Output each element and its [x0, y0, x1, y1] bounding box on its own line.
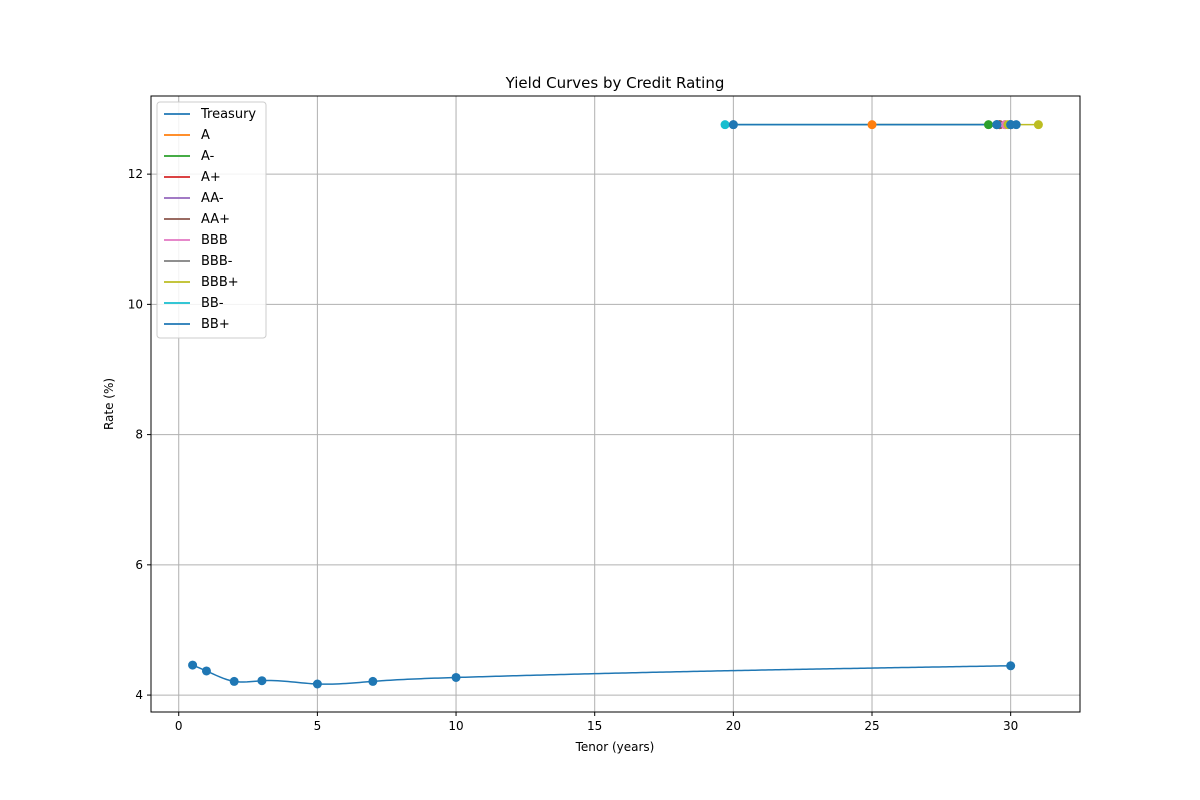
data-point-bb-plus [728, 120, 738, 130]
data-point-treasury [1006, 661, 1016, 671]
legend-label: A+ [201, 170, 221, 185]
x-tick-label: 15 [587, 719, 602, 733]
legend-label: BB- [201, 296, 224, 311]
x-tick-label: 10 [448, 719, 463, 733]
data-point-treasury [451, 672, 461, 682]
legend-label: BBB- [201, 254, 233, 269]
x-tick-label: 25 [864, 719, 879, 733]
legend-label: BB+ [201, 317, 230, 332]
legend-label: AA+ [201, 212, 230, 227]
x-tick-label: 5 [314, 719, 322, 733]
legend-box [156, 101, 267, 339]
axis-ticks: 0 5 10 15 20 25 30 4 6 8 10 12 [128, 167, 1019, 733]
chart-title: Yield Curves by Credit Rating [505, 74, 725, 92]
data-point-bb-minus [720, 120, 730, 130]
data-point-bb-plus [1011, 120, 1021, 130]
y-tick-label: 8 [135, 428, 143, 442]
legend-label: A- [201, 149, 215, 164]
y-tick-label: 12 [128, 167, 143, 181]
data-point-bbb-plus [1033, 120, 1043, 130]
y-axis-label: Rate (%) [102, 378, 116, 430]
data-point-treasury [229, 676, 239, 686]
x-tick-label: 0 [175, 719, 183, 733]
legend-label: A [201, 128, 210, 143]
data-point-treasury [188, 660, 198, 670]
data-point-bb-plus [992, 120, 1002, 130]
data-point-treasury [368, 676, 378, 686]
series-line-treasury [192, 664, 1011, 685]
x-tick-label: 20 [726, 719, 741, 733]
legend-label: AA- [201, 191, 224, 206]
data-point-treasury [312, 679, 322, 689]
series-points [188, 120, 1043, 689]
data-point-a [867, 120, 877, 130]
data-point-a-minus [983, 120, 993, 130]
y-tick-label: 4 [135, 688, 143, 702]
legend-label: Treasury [200, 107, 256, 122]
legend-label: BBB+ [201, 275, 239, 290]
x-tick-label: 30 [1003, 719, 1018, 733]
plot-frame [150, 95, 1081, 713]
data-point-treasury [257, 676, 267, 686]
legend-label: BBB [201, 233, 228, 248]
y-tick-label: 6 [135, 558, 143, 572]
grid [151, 96, 1080, 712]
data-point-treasury [201, 666, 211, 676]
x-axis-label: Tenor (years) [575, 740, 655, 754]
y-tick-label: 10 [128, 297, 143, 311]
